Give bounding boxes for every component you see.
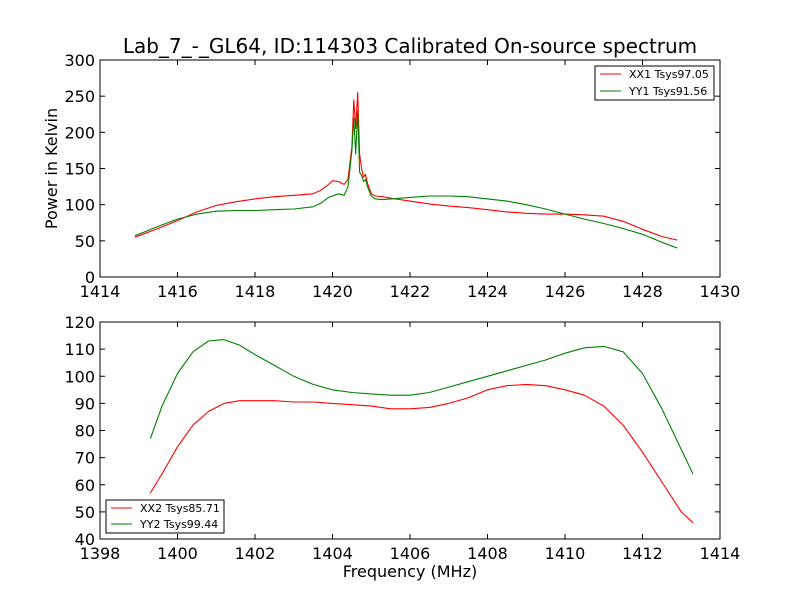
top-x-tick-label: 1416 (157, 282, 198, 301)
bottom-y-tick-label: 80 (75, 422, 95, 441)
top-series-line-1 (134, 110, 678, 249)
bottom-y-tick-label: 40 (75, 530, 95, 549)
top-x-tick-label: 1428 (622, 282, 663, 301)
bottom-x-tick-label: 1400 (157, 544, 198, 563)
top-y-tick-label: 50 (75, 232, 95, 251)
top-x-tick-label: 1426 (545, 282, 586, 301)
top-x-tick-label: 1422 (390, 282, 431, 301)
bottom-y-tick-label: 50 (75, 503, 95, 522)
top-legend: XX1 Tsys97.05 YY1 Tsys91.56 (594, 65, 715, 101)
top-legend-box (594, 65, 715, 101)
top-ticks: 1414 1416 1418 1420 1422 1424 1426 1428 1430 0 50 1… (64, 51, 740, 301)
bottom-panel: 1398 1400 1402 1404 1406 1408 1410 1412 1414 40 50… (64, 313, 740, 581)
top-y-tick-label: 300 (64, 51, 95, 70)
bottom-ticks: 1398 1400 1402 1404 1406 1408 1410 1412 1414 40 50… (64, 313, 740, 563)
top-x-tick-label: 1420 (312, 282, 353, 301)
top-plot-lines (134, 92, 678, 249)
top-legend-label-yy1: YY1 Tsys91.56 (628, 85, 707, 98)
bottom-x-tick-label: 1410 (545, 544, 586, 563)
top-series-line-0 (134, 92, 678, 241)
chart-title: Lab_7_-_GL64, ID:114303 Calibrated On-so… (123, 34, 697, 58)
bottom-y-tick-label: 90 (75, 394, 95, 413)
bottom-series-line-1 (149, 339, 694, 475)
bottom-x-tick-label: 1412 (622, 544, 663, 563)
bottom-x-tick-label: 1414 (700, 544, 741, 563)
top-legend-label-xx1: XX1 Tsys97.05 (629, 68, 709, 81)
bottom-x-tick-label: 1406 (390, 544, 431, 563)
bottom-x-tick-label: 1402 (235, 544, 276, 563)
top-y-tick-label: 150 (64, 160, 95, 179)
bottom-x-tick-label: 1398 (80, 544, 121, 563)
top-x-tick-label: 1418 (235, 282, 276, 301)
bottom-y-tick-label: 100 (64, 367, 95, 386)
bottom-x-tick-label: 1404 (312, 544, 353, 563)
bottom-legend-box (105, 499, 225, 534)
top-y-tick-label: 250 (64, 87, 95, 106)
top-x-tick-label: 1414 (80, 282, 121, 301)
bottom-x-axis-label: Frequency (MHz) (343, 562, 477, 581)
bottom-y-tick-label: 110 (64, 340, 95, 359)
bottom-x-tick-label: 1408 (467, 544, 508, 563)
bottom-legend: XX2 Tsys85.71 YY2 Tsys99.44 (105, 499, 225, 534)
top-panel: 1414 1416 1418 1420 1422 1424 1426 1428 1430 0 50 1… (42, 51, 740, 301)
bottom-plot-lines (149, 339, 694, 524)
bottom-legend-label-xx2: XX2 Tsys85.71 (140, 502, 220, 515)
bottom-legend-label-yy2: YY2 Tsys99.44 (139, 518, 218, 531)
top-x-tick-label: 1430 (700, 282, 741, 301)
top-y-axis-label: Power in Kelvin (42, 108, 61, 229)
top-x-tick-label: 1424 (467, 282, 508, 301)
top-y-tick-label: 0 (85, 268, 95, 287)
bottom-y-tick-label: 120 (64, 313, 95, 332)
top-y-tick-label: 200 (64, 123, 95, 142)
bottom-y-tick-label: 70 (75, 449, 95, 468)
bottom-y-tick-label: 60 (75, 476, 95, 495)
top-y-tick-label: 100 (64, 196, 95, 215)
bottom-series-line-0 (149, 383, 694, 524)
